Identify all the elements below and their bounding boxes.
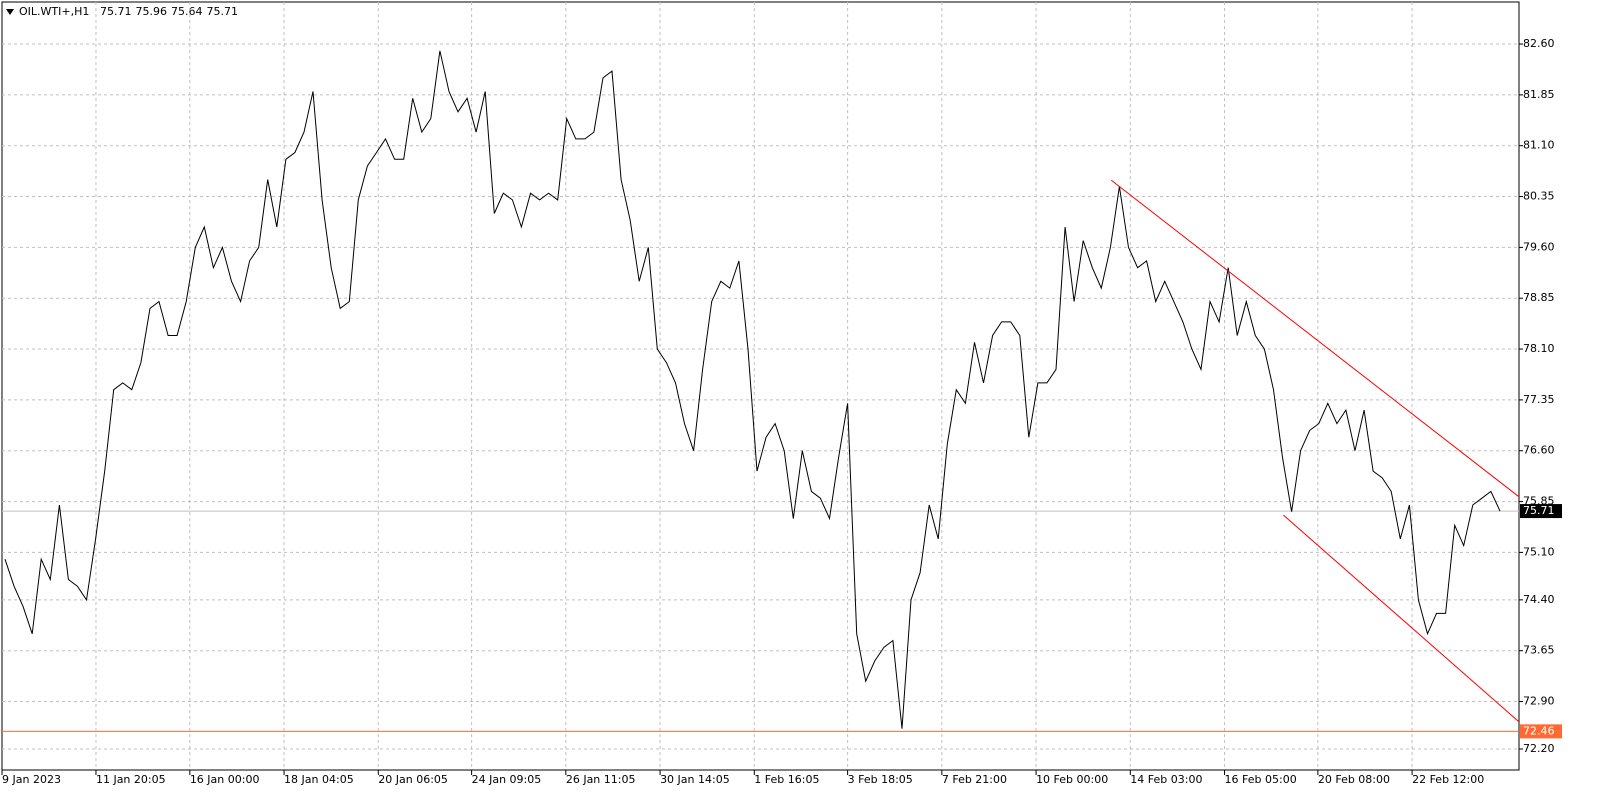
- ohlc-value: 75.71: [207, 5, 239, 18]
- y-tick-label: 74.40: [1523, 593, 1555, 606]
- y-tick-label: 75.10: [1523, 545, 1555, 558]
- x-tick-label: 7 Feb 21:00: [942, 773, 1007, 786]
- symbol: OIL.WTI+,H1: [19, 5, 89, 18]
- x-tick-label: 20 Jan 06:05: [378, 773, 448, 786]
- y-tick-label: 72.20: [1523, 742, 1555, 755]
- y-tick-label: 79.60: [1523, 240, 1555, 253]
- level-label-box: [1520, 724, 1562, 739]
- x-tick-label: 30 Jan 14:05: [660, 773, 730, 786]
- ohlc-value: 75.64: [171, 5, 203, 18]
- y-tick-label: 81.10: [1523, 139, 1555, 152]
- x-tick-label: 16 Feb 05:00: [1225, 773, 1297, 786]
- y-tick-label: 78.85: [1523, 291, 1555, 304]
- x-tick-label: 24 Jan 09:05: [472, 773, 542, 786]
- ohlc-value: 75.71: [100, 5, 132, 18]
- level-label: 75.71: [1523, 504, 1555, 517]
- x-tick-label: 22 Feb 12:00: [1412, 773, 1484, 786]
- y-tick-label: 77.35: [1523, 393, 1555, 406]
- x-tick-label: 1 Feb 16:05: [754, 773, 819, 786]
- y-tick-label: 80.35: [1523, 190, 1555, 203]
- y-tick-label: 76.60: [1523, 444, 1555, 457]
- level-label: 72.46: [1523, 724, 1555, 737]
- x-tick-label: 20 Feb 08:00: [1318, 773, 1390, 786]
- level-label-box: [1520, 504, 1562, 519]
- ohlc-value: 75.96: [136, 5, 168, 18]
- x-tick-label: 10 Feb 00:00: [1036, 773, 1108, 786]
- x-tick-label: 11 Jan 20:05: [96, 773, 166, 786]
- y-tick-label: 78.10: [1523, 342, 1555, 355]
- x-tick-label: 3 Feb 18:05: [848, 773, 913, 786]
- menu-arrow[interactable]: [6, 9, 14, 15]
- x-tick-label: 9 Jan 2023: [2, 773, 61, 786]
- x-tick-label: 14 Feb 03:00: [1130, 773, 1202, 786]
- x-tick-label: 16 Jan 00:00: [190, 773, 260, 786]
- y-tick-label: 82.60: [1523, 37, 1555, 50]
- y-tick-label: 72.90: [1523, 695, 1555, 708]
- y-tick-label: 73.65: [1523, 644, 1555, 657]
- trendline: [1110, 179, 1520, 498]
- x-tick-label: 18 Jan 04:05: [284, 773, 354, 786]
- price-line: [4, 50, 1501, 729]
- x-tick-label: 26 Jan 11:05: [566, 773, 636, 786]
- y-tick-label: 81.85: [1523, 88, 1555, 101]
- plot-frame: [1, 1, 1520, 771]
- trendline: [1283, 514, 1520, 723]
